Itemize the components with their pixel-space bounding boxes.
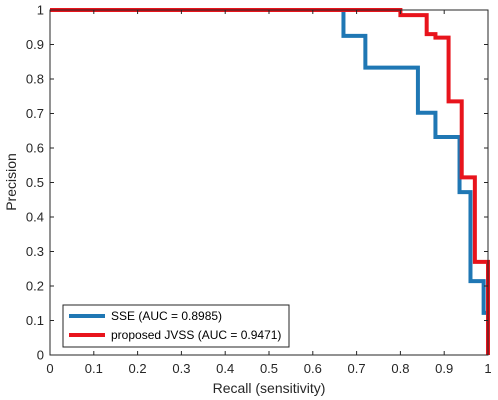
y-axis-label: Precision xyxy=(3,153,19,211)
y-tick-label: 0.8 xyxy=(26,72,44,87)
plot-area xyxy=(50,10,488,355)
x-tick-label: 0.5 xyxy=(260,361,278,376)
x-tick-label: 0.7 xyxy=(348,361,366,376)
legend-entry-jvss: proposed JVSS (AUC = 0.9471) xyxy=(111,328,281,342)
x-tick-label: 0.1 xyxy=(85,361,103,376)
y-tick-label: 0.3 xyxy=(26,244,44,259)
y-tick-label: 0.6 xyxy=(26,141,44,156)
series-line-jvss xyxy=(50,8,490,355)
series-line-sse xyxy=(50,8,488,315)
y-tick-label: 0.7 xyxy=(26,106,44,121)
y-tick-label: 0.4 xyxy=(26,210,44,225)
x-axis-ticks: 0 0.1 0.2 0.3 0.4 0.5 0.6 0.7 0.8 0.9 1 xyxy=(46,10,492,376)
legend-entry-sse: SSE (AUC = 0.8985) xyxy=(111,309,222,323)
x-tick-label: 0.2 xyxy=(129,361,147,376)
y-tick-label: 1 xyxy=(37,3,44,18)
x-axis-label: Recall (sensitivity) xyxy=(213,380,326,396)
y-tick-label: 0.2 xyxy=(26,279,44,294)
x-tick-label: 1 xyxy=(484,361,491,376)
y-tick-label: 0.9 xyxy=(26,37,44,52)
data-lines xyxy=(50,8,490,355)
y-tick-label: 0.1 xyxy=(26,313,44,328)
x-tick-label: 0.8 xyxy=(391,361,409,376)
x-tick-label: 0.3 xyxy=(172,361,190,376)
x-tick-label: 0.9 xyxy=(435,361,453,376)
legend: SSE (AUC = 0.8985) proposed JVSS (AUC = … xyxy=(62,304,290,348)
legend-box xyxy=(62,304,290,348)
x-tick-label: 0.4 xyxy=(216,361,234,376)
x-tick-label: 0.6 xyxy=(304,361,322,376)
x-tick-label: 0 xyxy=(46,361,53,376)
y-axis-ticks: 0 0.1 0.2 0.3 0.4 0.5 0.6 0.7 0.8 0.9 1 xyxy=(26,3,488,363)
y-tick-label: 0 xyxy=(37,348,44,363)
y-tick-label: 0.5 xyxy=(26,175,44,190)
